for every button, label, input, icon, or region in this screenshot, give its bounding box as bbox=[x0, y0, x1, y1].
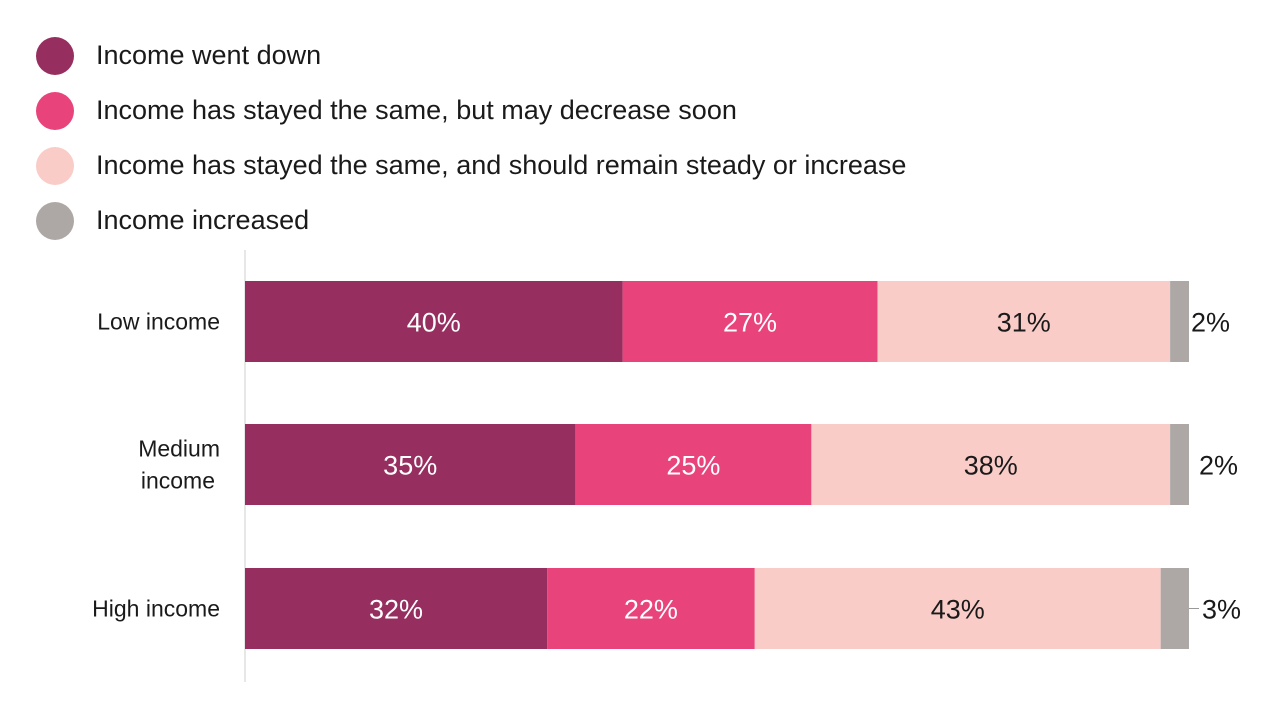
legend: Income went down Income has stayed the s… bbox=[36, 28, 906, 248]
value-label: 35% bbox=[383, 451, 437, 481]
bar-segment bbox=[622, 281, 878, 362]
bar-segment bbox=[811, 424, 1171, 505]
legend-swatch-circle bbox=[36, 36, 74, 75]
category-label: High income bbox=[92, 596, 220, 622]
legend-label: Income has stayed the same, but may decr… bbox=[96, 95, 737, 125]
legend-item-income-went-down: Income went down bbox=[36, 28, 906, 83]
value-label: 43% bbox=[931, 595, 985, 625]
bar-segment bbox=[575, 424, 812, 505]
value-label: 40% bbox=[407, 308, 461, 338]
value-label: 25% bbox=[666, 451, 720, 481]
value-label: 2% bbox=[1199, 451, 1238, 481]
bar-segment bbox=[245, 568, 548, 649]
legend-item-income-increased: Income increased bbox=[36, 193, 906, 248]
value-label: 38% bbox=[964, 451, 1018, 481]
bar-segment bbox=[1170, 281, 1189, 362]
value-label: 27% bbox=[723, 308, 777, 338]
value-label: 32% bbox=[369, 595, 423, 625]
category-label: Low income bbox=[97, 309, 220, 335]
legend-label: Income increased bbox=[96, 205, 310, 235]
bar-segment bbox=[877, 281, 1171, 362]
bar-segment bbox=[1170, 424, 1189, 505]
bar-segment bbox=[245, 424, 576, 505]
legend-item-income-remain-steady: Income has stayed the same, and should r… bbox=[36, 138, 906, 193]
bar-segment bbox=[1160, 568, 1189, 649]
category-label: Medium income bbox=[138, 436, 220, 494]
legend-item-income-may-decrease: Income has stayed the same, but may decr… bbox=[36, 83, 906, 138]
legend-label: Income went down bbox=[96, 40, 322, 70]
legend-label: Income has stayed the same, and should r… bbox=[96, 150, 907, 180]
legend-swatch-circle bbox=[36, 201, 74, 240]
value-label: 2% bbox=[1191, 308, 1230, 338]
value-label: 22% bbox=[624, 595, 678, 625]
legend-swatch-circle bbox=[36, 146, 74, 185]
value-label: 31% bbox=[997, 308, 1051, 338]
bar-segment bbox=[754, 568, 1161, 649]
bar-segment bbox=[547, 568, 755, 649]
value-label: 3% bbox=[1202, 595, 1241, 625]
bar-segment bbox=[245, 281, 623, 362]
legend-swatch-circle bbox=[36, 91, 74, 130]
